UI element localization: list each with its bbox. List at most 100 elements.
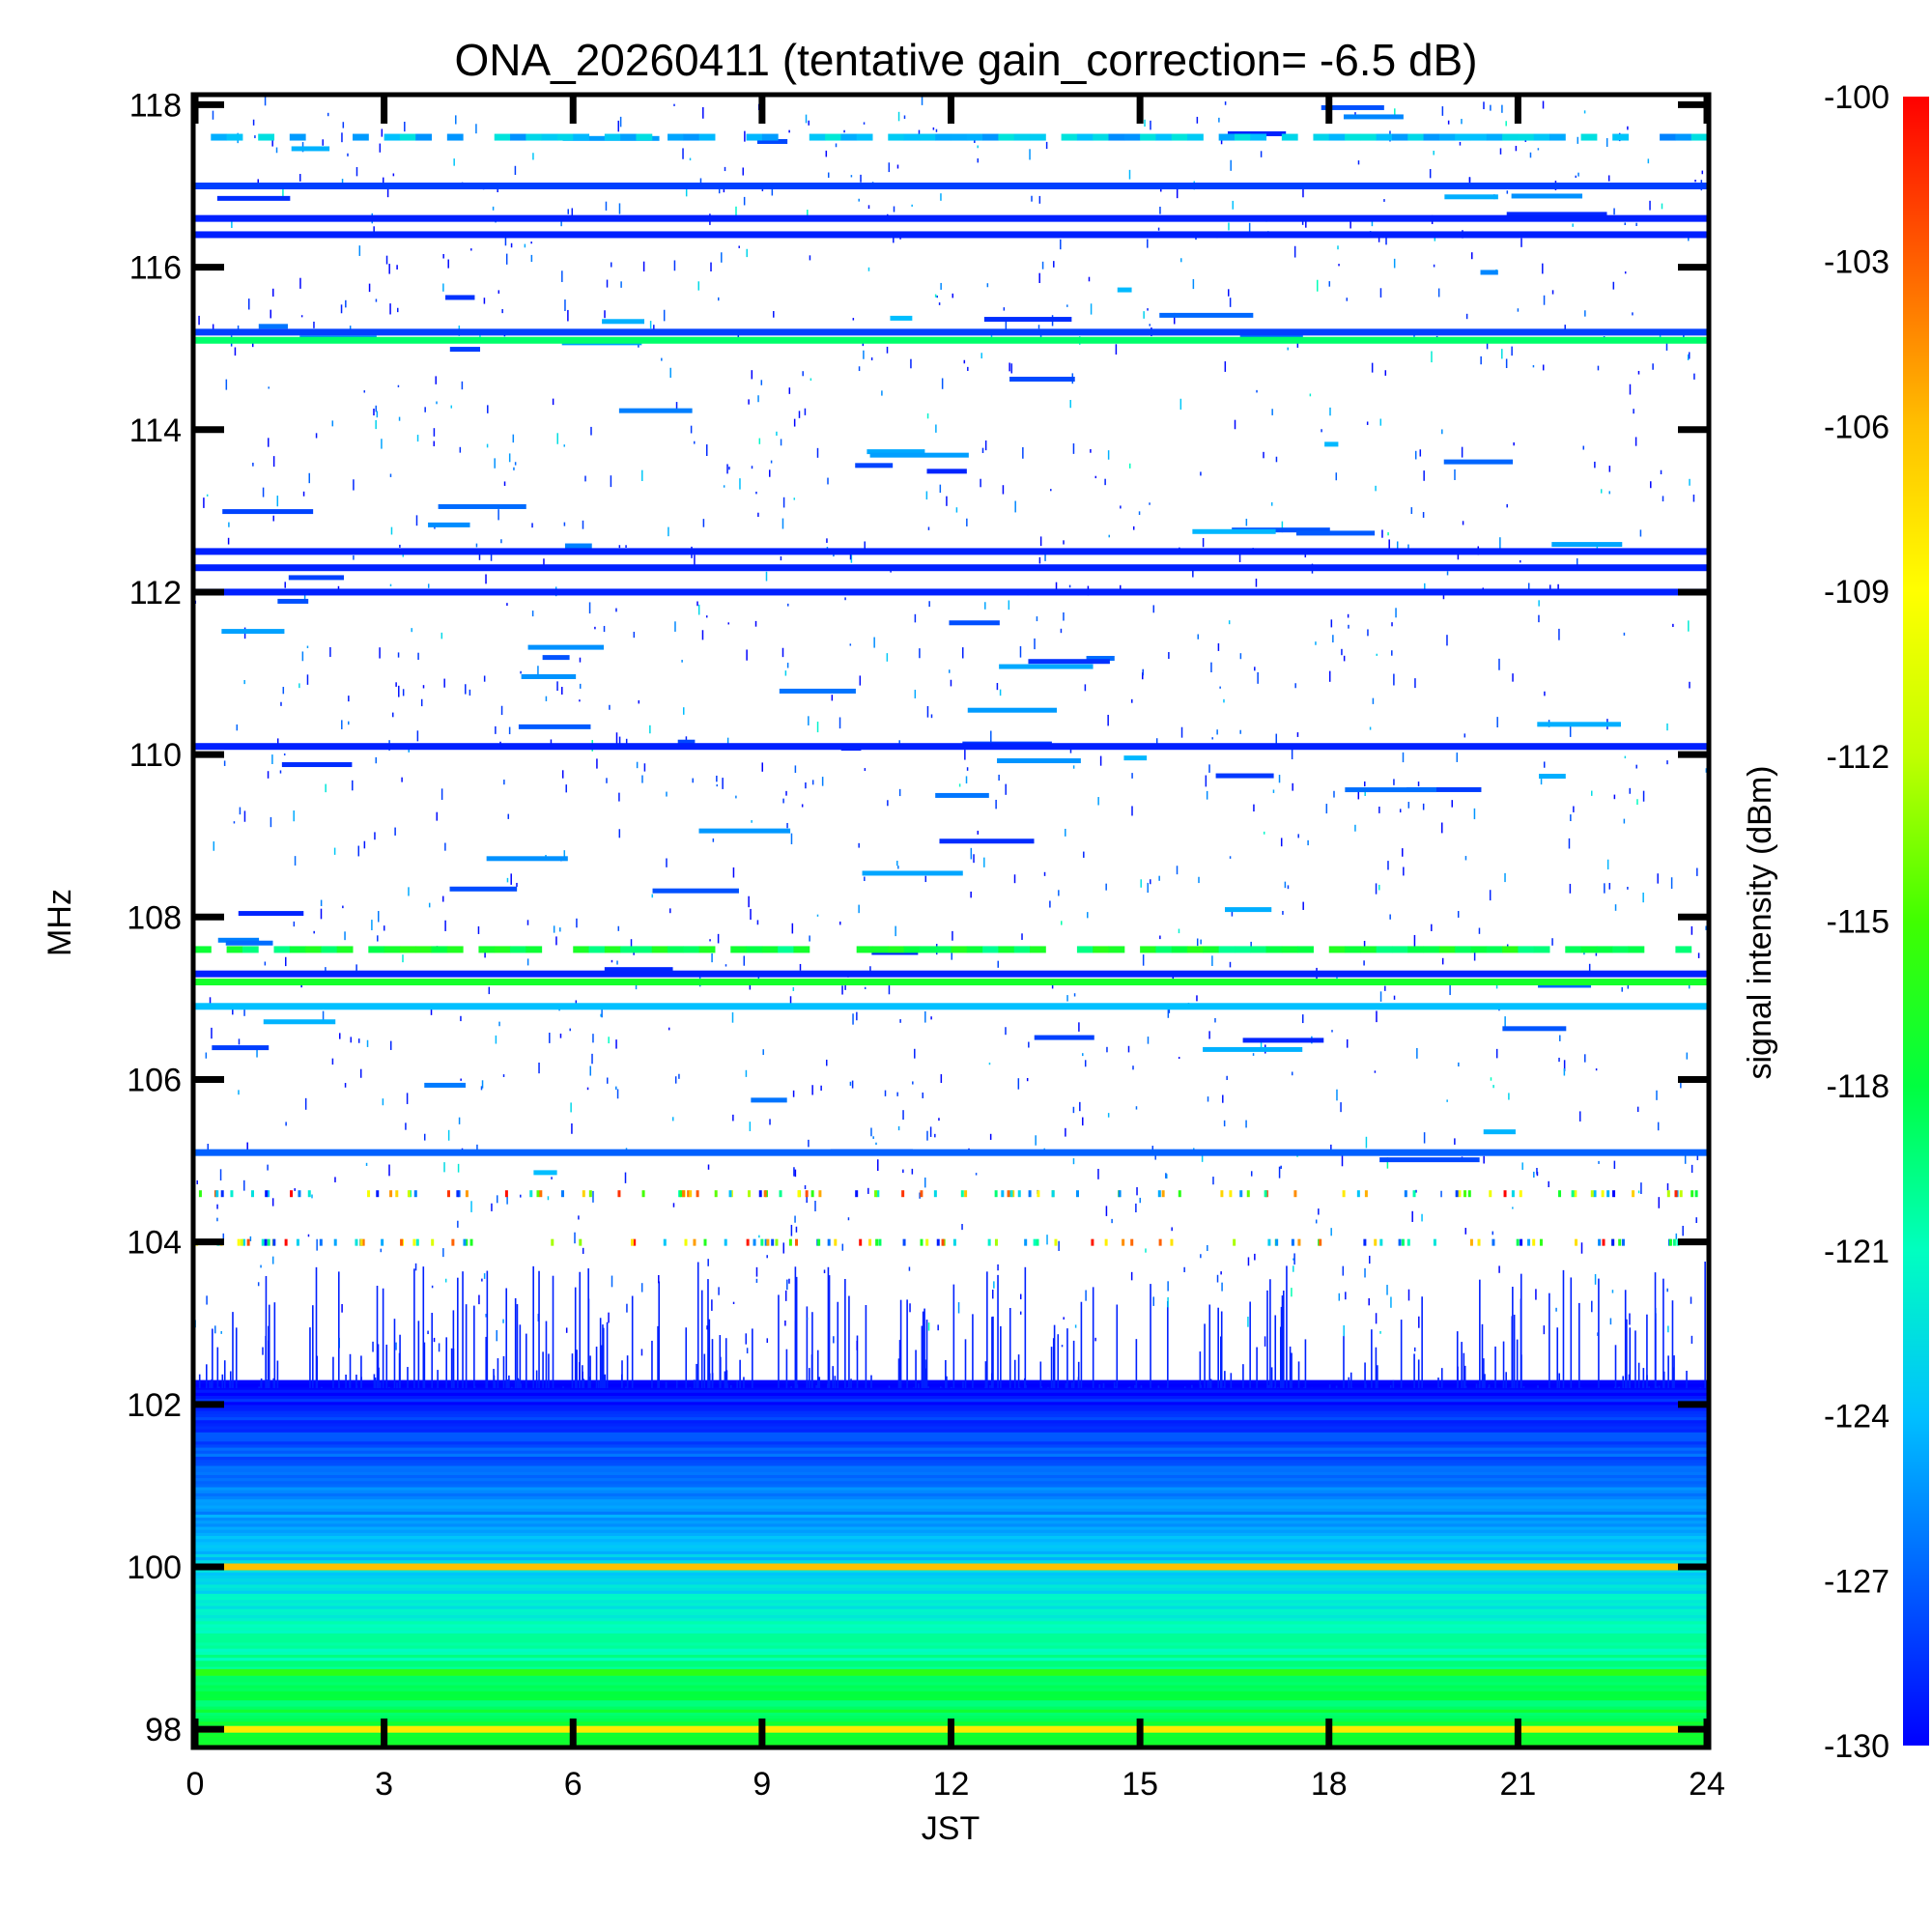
intermittent-segment — [1086, 656, 1115, 662]
noise-row — [195, 1429, 1707, 1433]
band-segment — [321, 946, 338, 953]
band-segment — [998, 133, 1015, 141]
band-segment — [1438, 946, 1456, 953]
band-segment — [1580, 946, 1598, 953]
intermittent-segment — [291, 146, 330, 152]
sporadic-burst — [264, 1238, 268, 1246]
band-100 — [195, 1563, 1707, 1571]
band-segment — [683, 133, 700, 141]
colorbar-tick-label: -100 — [1824, 79, 1889, 116]
intermittent-segment — [935, 792, 989, 798]
sporadic-burst — [1130, 1238, 1134, 1246]
sporadic-burst — [536, 1190, 540, 1198]
noise-row — [195, 1406, 1707, 1411]
band-segment — [242, 946, 259, 953]
band-segment — [446, 946, 464, 953]
band-segment — [1030, 946, 1046, 953]
sporadic-burst — [876, 1190, 880, 1198]
band-segment — [966, 133, 983, 141]
band-segment — [1470, 133, 1488, 141]
band-segment — [1455, 946, 1471, 953]
x-tick-label-24: 24 — [1689, 1766, 1725, 1803]
noise-row — [195, 1514, 1707, 1519]
noise-row — [195, 1483, 1707, 1488]
noise-row — [195, 1525, 1707, 1530]
x-axis: 0 3 6 9 12 15 18 21 24 — [186, 97, 1725, 1803]
noise-row — [195, 1696, 1707, 1701]
band-segment — [1675, 133, 1692, 141]
sporadic-burst — [682, 1190, 686, 1198]
sporadic-burst — [261, 1238, 265, 1246]
band-segment — [494, 946, 511, 953]
noise-row — [195, 1522, 1707, 1527]
intermittent-segment — [983, 317, 1072, 323]
sporadic-burst — [1007, 1190, 1010, 1198]
band-segment — [384, 946, 401, 953]
sporadic-burst — [1574, 1190, 1577, 1198]
noise-row — [195, 1379, 1707, 1384]
y-tick-label-106: 106 — [127, 1062, 182, 1098]
sporadic-burst — [1679, 1190, 1683, 1198]
band-segment — [1407, 133, 1425, 141]
band-segment — [1155, 133, 1173, 141]
sporadic-burst — [758, 1190, 762, 1198]
noise-row — [195, 1398, 1707, 1403]
sporadic-burst — [920, 1190, 923, 1198]
sporadic-burst — [240, 1238, 243, 1246]
band-segment — [1486, 946, 1503, 953]
band-segment — [1281, 133, 1298, 141]
band-segment — [935, 133, 952, 141]
sporadic-burst — [1363, 1238, 1367, 1246]
band-segment — [1502, 946, 1519, 953]
noise-row — [195, 1538, 1707, 1543]
noise-row — [195, 1593, 1707, 1598]
noise-row — [195, 1450, 1707, 1454]
y-tick-label-118: 118 — [129, 87, 182, 124]
sporadic-burst — [878, 1238, 882, 1246]
noise-row — [195, 1715, 1707, 1719]
intermittent-segment — [1483, 1129, 1516, 1135]
sporadic-burst — [529, 1190, 533, 1198]
noise-row — [195, 1419, 1707, 1424]
sporadic-burst — [1558, 1190, 1562, 1198]
sporadic-burst — [805, 1190, 809, 1198]
sporadic-burst — [1611, 1238, 1615, 1246]
noise-row — [195, 1654, 1707, 1659]
intermittent-segment — [438, 503, 526, 509]
noise-row — [195, 1532, 1707, 1537]
sporadic-burst — [763, 1190, 767, 1198]
band-segment — [698, 133, 716, 141]
colorbar-tick-label: -103 — [1824, 244, 1889, 281]
noise-row — [195, 1617, 1707, 1622]
noise-row — [195, 1605, 1707, 1609]
intermittent-segment — [602, 319, 644, 325]
band-segment — [919, 946, 936, 953]
band-segment — [888, 133, 905, 141]
noise-row — [195, 1413, 1707, 1418]
band-segment — [871, 946, 889, 953]
intermittent-segment — [1227, 130, 1287, 136]
band-segment — [825, 133, 841, 141]
sporadic-burst — [1503, 1190, 1507, 1198]
intermittent-segment — [1009, 376, 1075, 382]
intermittent-segment — [212, 1045, 270, 1051]
band-segment — [273, 946, 291, 953]
band-segment — [604, 133, 621, 141]
band-107-2 — [195, 979, 1707, 986]
sporadic-burst — [296, 1238, 299, 1246]
band-segment — [1407, 946, 1425, 953]
noise-row — [195, 1456, 1707, 1461]
noise-row — [195, 1464, 1707, 1469]
sporadic-burst — [307, 1190, 311, 1198]
noise-row — [195, 1577, 1707, 1582]
band-segment — [588, 946, 606, 953]
sporadic-burst — [431, 1238, 435, 1246]
sporadic-burst — [987, 1238, 991, 1246]
colorbar-tick-label: -112 — [1826, 739, 1889, 776]
sporadic-burst — [1676, 1238, 1680, 1246]
intermittent-segment — [751, 1097, 787, 1103]
sporadic-burst — [1668, 1238, 1672, 1246]
sporadic-burst — [1489, 1190, 1492, 1198]
noise-row — [195, 1633, 1707, 1637]
band-116-6 — [195, 214, 1707, 222]
